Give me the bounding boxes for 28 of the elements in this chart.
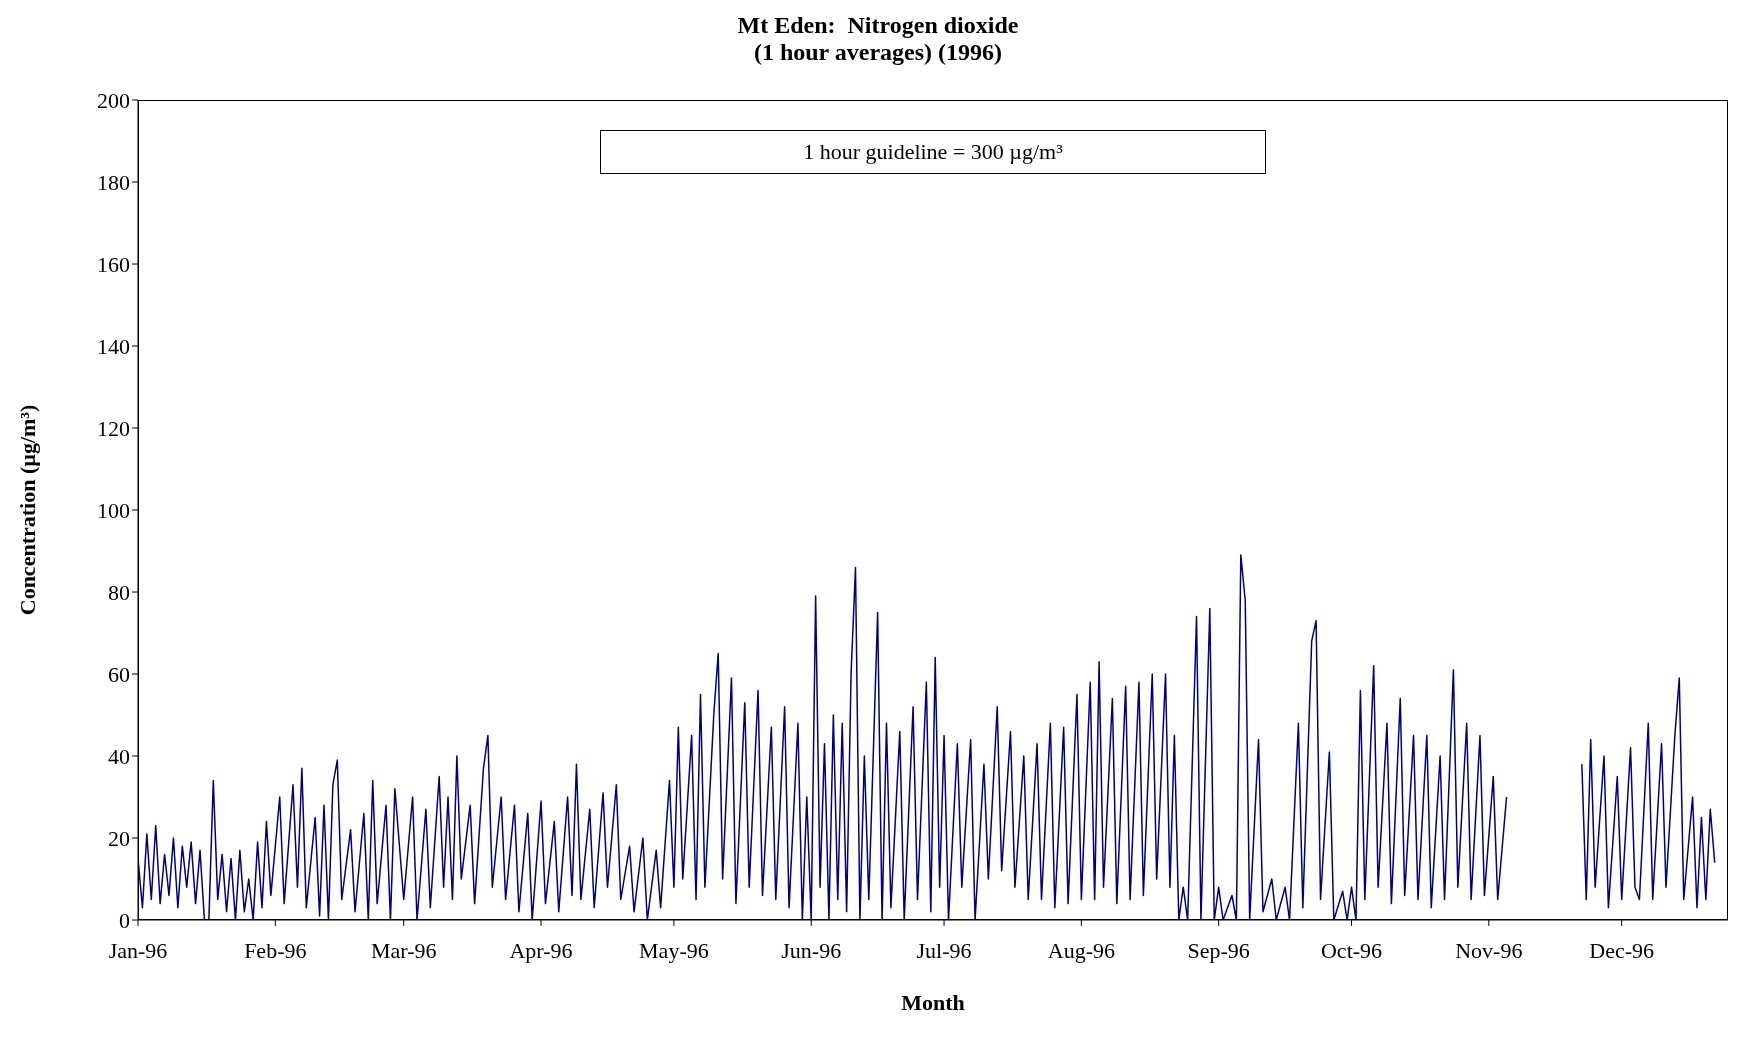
y-tick-label: 60 xyxy=(108,661,130,687)
y-tick-label: 140 xyxy=(97,333,130,359)
x-tick-label: May-96 xyxy=(639,937,709,963)
y-tick-label: 120 xyxy=(97,415,130,441)
x-tick-label: Oct-96 xyxy=(1320,937,1383,963)
y-tick-label: 100 xyxy=(97,497,130,523)
x-axis-title: Month xyxy=(900,990,966,1016)
x-tick-label: Mar-96 xyxy=(370,937,437,963)
x-tick-label: Jun-96 xyxy=(781,937,842,963)
x-tick-label: Jul-96 xyxy=(916,937,972,963)
y-tick-label: 20 xyxy=(108,825,130,851)
x-tick-label: Sep-96 xyxy=(1187,937,1250,963)
x-tick-label: Dec-96 xyxy=(1589,937,1655,963)
y-axis-title: Concentration (µg/m³) xyxy=(15,404,41,616)
y-tick-label: 0 xyxy=(119,907,130,933)
x-tick-label: Apr-96 xyxy=(509,937,573,963)
chart-subtitle: (1 hour averages) (1996) xyxy=(752,39,1004,66)
chart-title: Mt Eden: Nitrogen dioxide xyxy=(736,11,1020,39)
note-box: 1 hour guideline = 300 µg/m³ xyxy=(600,130,1266,174)
x-tick-label: Feb-96 xyxy=(244,937,307,963)
x-tick-label: Aug-96 xyxy=(1047,937,1115,963)
x-tick-label: Jan-96 xyxy=(108,937,168,963)
y-tick-label: 180 xyxy=(97,169,130,195)
y-tick-label: 40 xyxy=(108,743,130,769)
y-tick-label: 80 xyxy=(108,579,130,605)
y-tick-label: 160 xyxy=(97,251,130,277)
y-tick-label: 200 xyxy=(97,87,130,113)
x-tick-label: Nov-96 xyxy=(1455,937,1523,963)
